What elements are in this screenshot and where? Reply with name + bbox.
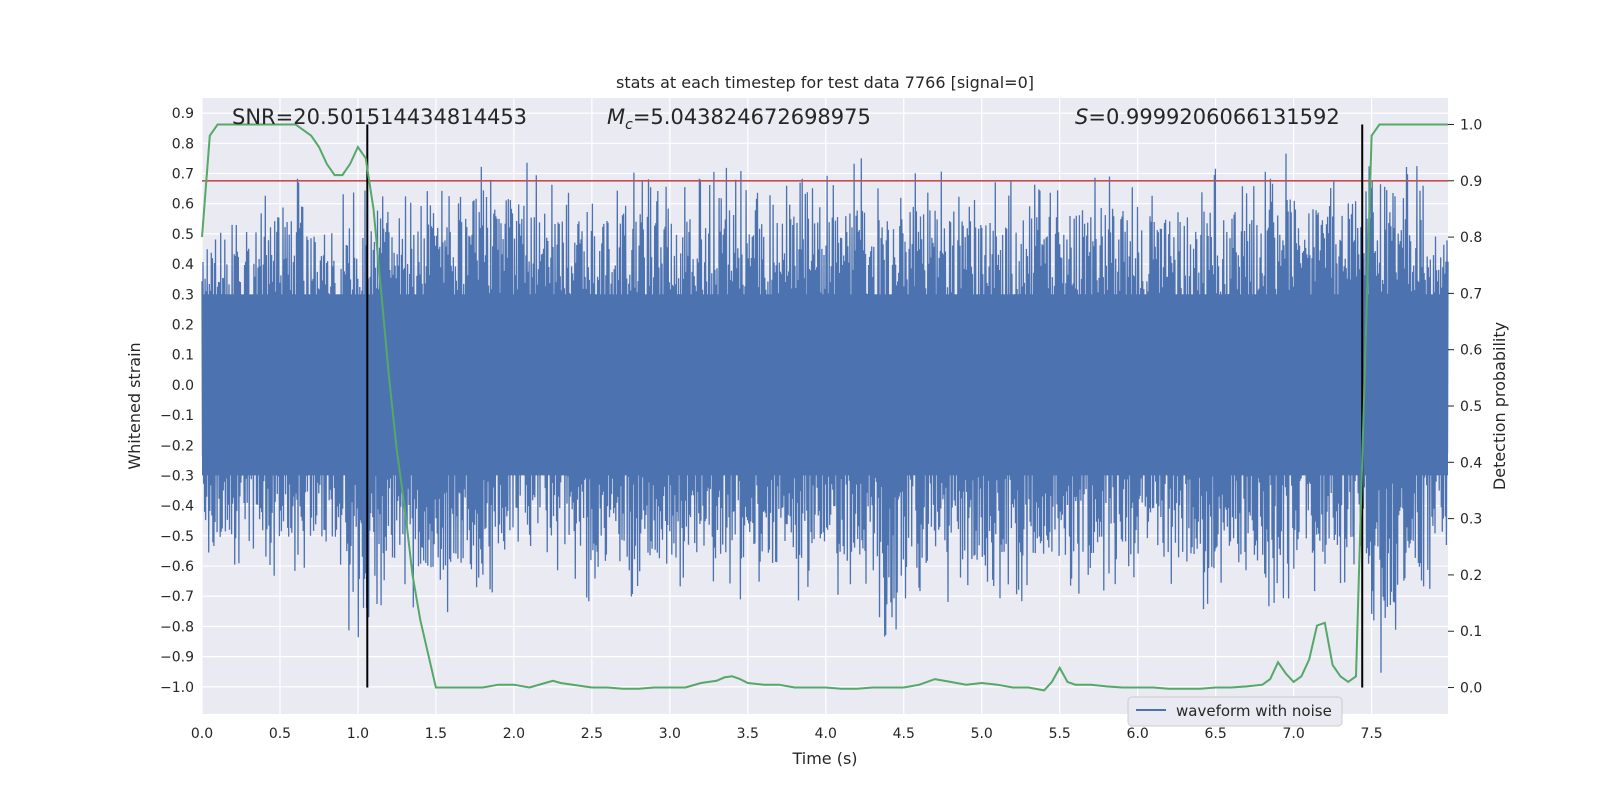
x-tick-label: 6.0 bbox=[1127, 726, 1149, 742]
x-tick-label: 2.0 bbox=[503, 726, 525, 742]
y2-axis-label: Detection probability bbox=[1490, 322, 1509, 490]
x-tick-label: 3.5 bbox=[737, 726, 759, 742]
chart-title: stats at each timestep for test data 776… bbox=[616, 73, 1034, 92]
x-tick-label: 7.0 bbox=[1282, 726, 1304, 742]
y-tick-label: 0.0 bbox=[172, 378, 194, 394]
x-tick-label: 1.5 bbox=[425, 726, 447, 742]
x-tick-label: 4.5 bbox=[893, 726, 915, 742]
s-symbol: S bbox=[1075, 105, 1088, 129]
chirp-mass-annotation: Mc=5.043824672698975 bbox=[607, 105, 871, 133]
x-tick-label: 0.5 bbox=[269, 726, 291, 742]
y2-tick-label: 0.6 bbox=[1460, 343, 1482, 359]
y2-tick-label: 0.1 bbox=[1460, 624, 1482, 640]
x-tick-label: 0.0 bbox=[191, 726, 213, 742]
y-tick-label: −0.4 bbox=[160, 499, 194, 515]
y-tick-label: 0.7 bbox=[172, 166, 194, 182]
y-axis-label: Whitened strain bbox=[125, 342, 144, 469]
y-tick-label: −0.5 bbox=[160, 529, 194, 545]
legend-box bbox=[1127, 696, 1343, 727]
y-tick-label: 0.4 bbox=[172, 257, 194, 273]
x-tick-label: 2.5 bbox=[581, 726, 603, 742]
y-tick-label: −1.0 bbox=[160, 680, 194, 696]
chart-overlays bbox=[201, 123, 1448, 692]
x-tick-label: 5.5 bbox=[1049, 726, 1071, 742]
y-tick-label: 0.9 bbox=[172, 106, 194, 122]
y2-tick-label: 1.0 bbox=[1460, 117, 1482, 133]
y2-axis-ticks: 1.0 0.9 0.8 0.7 0.6 0.5 0.4 0.3 0.2 0.1 0.0 bbox=[1448, 117, 1482, 697]
y-tick-label: −0.8 bbox=[160, 619, 194, 635]
y2-tick-label: 0.9 bbox=[1460, 174, 1482, 190]
y-tick-label: 0.1 bbox=[172, 348, 194, 364]
y-axis-ticks: 0.9 0.8 0.7 0.6 0.5 0.4 0.3 0.2 0.1 0.0 −0.1 −0.2 −0… bbox=[160, 106, 194, 696]
x-axis-label: Time (s) bbox=[791, 749, 857, 768]
y-tick-label: 0.2 bbox=[172, 317, 194, 333]
y-tick-label: 0.3 bbox=[172, 287, 194, 303]
y2-tick-label: 0.7 bbox=[1460, 286, 1482, 302]
y-tick-label: −0.9 bbox=[160, 650, 194, 666]
x-tick-label: 7.5 bbox=[1360, 726, 1382, 742]
x-axis-ticks: 0.0 0.5 1.0 1.5 2.0 2.5 3.0 3.5 4.0 4.5 5.0 5.5 6.0 6… bbox=[191, 726, 1383, 742]
s-value: =0.9999206066131592 bbox=[1088, 105, 1339, 129]
y-tick-label: −0.7 bbox=[160, 589, 194, 605]
x-tick-label: 3.0 bbox=[659, 726, 681, 742]
mc-value: =5.043824672698975 bbox=[633, 105, 871, 129]
x-tick-label: 1.0 bbox=[347, 726, 369, 742]
y2-tick-label: 0.8 bbox=[1460, 230, 1482, 246]
y-tick-label: 0.6 bbox=[172, 197, 194, 213]
legend-label: waveform with noise bbox=[1176, 702, 1332, 720]
y-tick-label: −0.3 bbox=[160, 468, 194, 484]
score-annotation: S=0.9999206066131592 bbox=[1075, 105, 1340, 129]
y2-tick-label: 0.0 bbox=[1460, 681, 1482, 697]
snr-annotation: SNR=20.501514434814453 bbox=[232, 105, 527, 129]
y2-tick-label: 0.3 bbox=[1460, 512, 1482, 528]
x-tick-label: 5.0 bbox=[971, 726, 993, 742]
y-tick-label: −0.6 bbox=[160, 559, 194, 575]
probability-line bbox=[201, 123, 1448, 692]
y-tick-label: −0.1 bbox=[160, 408, 194, 424]
y-tick-label: 0.8 bbox=[172, 136, 194, 152]
y2-tick-label: 0.2 bbox=[1460, 568, 1482, 584]
mc-symbol: M bbox=[607, 105, 625, 129]
y2-tick-label: 0.4 bbox=[1460, 455, 1482, 471]
x-tick-label: 6.5 bbox=[1205, 726, 1227, 742]
y-tick-label: 0.5 bbox=[172, 227, 194, 243]
legend: waveform with noise bbox=[1127, 696, 1343, 727]
waveform-series bbox=[201, 153, 1449, 673]
waveform-core bbox=[202, 294, 1448, 476]
y-tick-label: −0.2 bbox=[160, 438, 194, 454]
mc-subscript: c bbox=[625, 117, 633, 133]
x-tick-label: 4.0 bbox=[815, 726, 837, 742]
y2-tick-label: 0.5 bbox=[1460, 399, 1482, 415]
